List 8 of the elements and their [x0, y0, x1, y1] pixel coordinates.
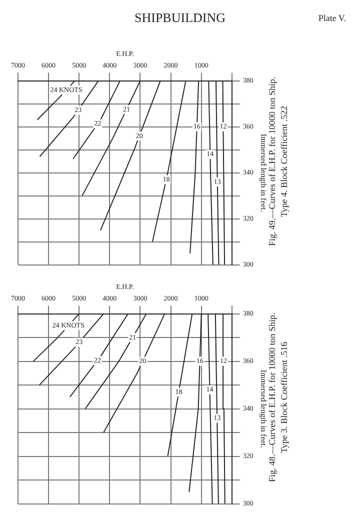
- text: Type 4. Block Coefficient .522: [278, 104, 290, 219]
- text: Type 3. Block Coefficient .516: [278, 340, 290, 455]
- text: SHIPBUILDING: [134, 10, 226, 25]
- caption: Fig. 48.—Curves of E.H.P. for 10000 ton Ship.: [267, 311, 278, 484]
- y-axis-title: Immersed length in feet.: [259, 134, 268, 212]
- text: Plate V.: [318, 13, 346, 23]
- y-axis-title: Immersed length in feet.: [259, 370, 268, 448]
- caption: Fig. 49.—Curves of E.H.P. for 10000 ton Ship.: [267, 75, 278, 248]
